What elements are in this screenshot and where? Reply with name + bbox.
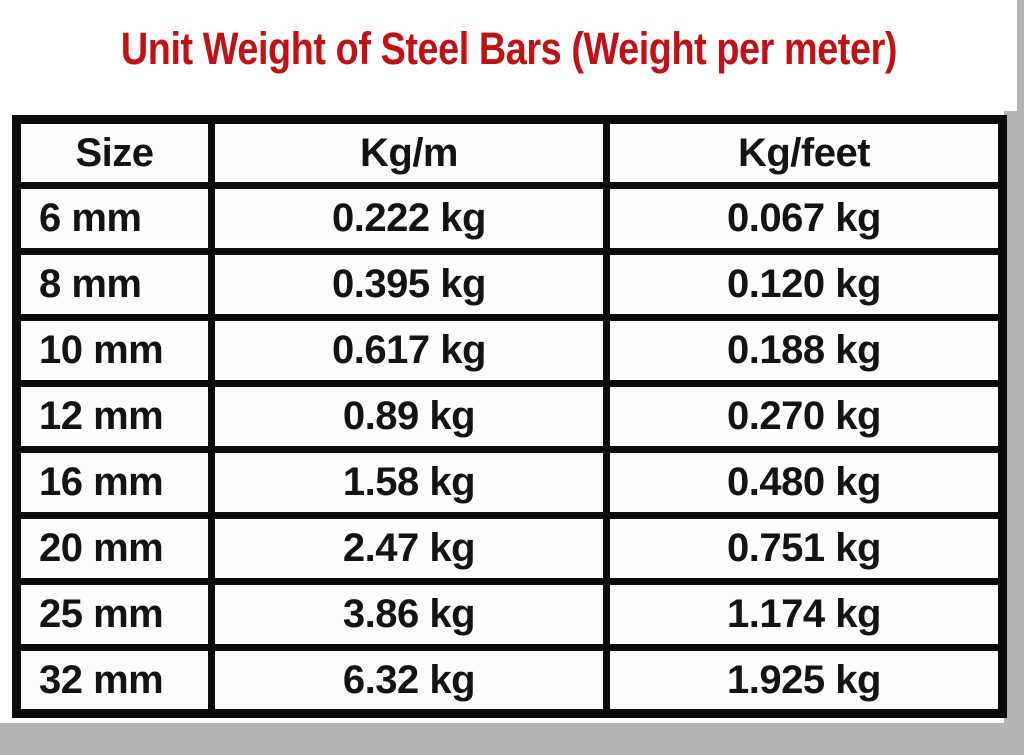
table-row: 10 mm 0.617 kg 0.188 kg bbox=[13, 314, 1006, 387]
kg-per-feet-cell: 0.188 kg bbox=[603, 314, 1006, 387]
kg-per-m-cell: 6.32 kg bbox=[208, 644, 610, 717]
column-header-kg-per-feet: Kg/feet bbox=[603, 116, 1006, 189]
kg-per-feet-cell: 0.067 kg bbox=[603, 182, 1006, 255]
table-row: 16 mm 1.58 kg 0.480 kg bbox=[13, 446, 1006, 519]
table-row: 20 mm 2.47 kg 0.751 kg bbox=[13, 512, 1006, 585]
kg-per-m-cell: 2.47 kg bbox=[208, 512, 610, 585]
size-cell: 25 mm bbox=[13, 578, 215, 651]
size-cell: 32 mm bbox=[13, 644, 215, 717]
kg-per-m-cell: 0.395 kg bbox=[208, 248, 610, 321]
title-strip: Unit Weight of Steel Bars (Weight per me… bbox=[0, 0, 1017, 111]
kg-per-feet-cell: 1.174 kg bbox=[603, 578, 1006, 651]
table-row: 8 mm 0.395 kg 0.120 kg bbox=[13, 248, 1006, 321]
steel-bar-weight-table: Size Kg/m Kg/feet 6 mm 0.222 kg 0.067 kg 8 … bbox=[12, 115, 1007, 718]
size-cell: 16 mm bbox=[13, 446, 215, 519]
size-cell: 12 mm bbox=[13, 380, 215, 453]
table-row: 12 mm 0.89 kg 0.270 kg bbox=[13, 380, 1006, 453]
kg-per-feet-cell: 0.120 kg bbox=[603, 248, 1006, 321]
kg-per-feet-cell: 0.751 kg bbox=[603, 512, 1006, 585]
table-row: 6 mm 0.222 kg 0.067 kg bbox=[13, 182, 1006, 255]
table-row: 25 mm 3.86 kg 1.174 kg bbox=[13, 578, 1006, 651]
kg-per-m-cell: 0.89 kg bbox=[208, 380, 610, 453]
column-header-size: Size bbox=[13, 116, 215, 189]
table-row: 32 mm 6.32 kg 1.925 kg bbox=[13, 644, 1006, 717]
page-title: Unit Weight of Steel Bars (Weight per me… bbox=[120, 22, 897, 74]
kg-per-feet-cell: 0.270 kg bbox=[603, 380, 1006, 453]
size-cell: 20 mm bbox=[13, 512, 215, 585]
kg-per-m-cell: 0.617 kg bbox=[208, 314, 610, 387]
table-paper: Size Kg/m Kg/feet 6 mm 0.222 kg 0.067 kg 8 … bbox=[0, 111, 1007, 723]
kg-per-feet-cell: 0.480 kg bbox=[603, 446, 1006, 519]
size-cell: 10 mm bbox=[13, 314, 215, 387]
size-cell: 8 mm bbox=[13, 248, 215, 321]
kg-per-m-cell: 1.58 kg bbox=[208, 446, 610, 519]
kg-per-m-cell: 0.222 kg bbox=[208, 182, 610, 255]
column-header-kg-per-m: Kg/m bbox=[208, 116, 610, 189]
kg-per-feet-cell: 1.925 kg bbox=[603, 644, 1006, 717]
size-cell: 6 mm bbox=[13, 182, 215, 255]
table-header-row: Size Kg/m Kg/feet bbox=[13, 116, 1006, 189]
kg-per-m-cell: 3.86 kg bbox=[208, 578, 610, 651]
